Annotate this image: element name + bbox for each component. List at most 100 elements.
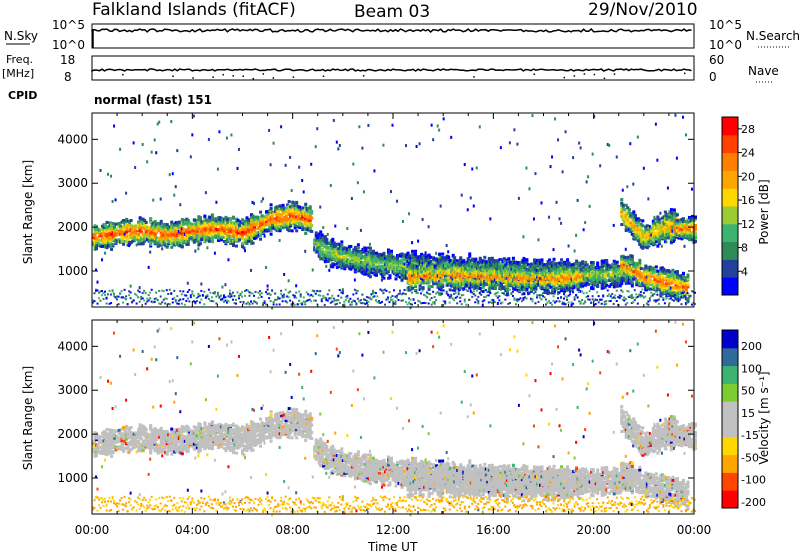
power-cell [162,240,166,244]
power-cell [156,226,160,230]
power-cell [501,301,504,304]
power-cell [447,261,451,265]
power-cell [234,244,238,248]
power-cell [364,258,368,262]
power-cell [137,220,141,224]
power-cell [359,256,363,260]
power-cell [245,233,249,237]
power-cell [298,205,302,209]
power-cell [200,223,204,227]
power-cell [543,263,547,267]
power-cell [560,296,563,299]
power-cell [266,288,269,291]
power-cell [180,231,184,235]
power-cell [386,256,390,260]
power-cell [424,279,428,283]
power-cell [424,263,428,267]
power-cell [380,264,384,268]
power-cell [138,300,141,303]
cpid-label: CPID [8,89,37,102]
power-cell [421,286,425,290]
power-cell [373,268,377,272]
power-cell [549,285,553,289]
power-cell [478,260,482,264]
power-cell [396,199,399,203]
power-cell [314,231,318,235]
nave-dot [322,75,325,78]
power-cell [284,217,288,221]
power-cell [316,127,319,131]
power-cell [489,273,493,277]
power-cell [308,221,312,225]
power-cell [337,263,341,267]
power-cell [560,277,564,281]
power-cell [200,233,204,237]
power-cell [430,262,434,266]
power-cell [188,288,191,291]
power-cell [209,230,213,234]
power-cell [451,297,454,300]
power-cell [233,295,236,298]
power-cell [402,219,405,223]
power-cell [182,298,185,301]
power-cell [439,293,442,296]
power-cell [113,295,116,298]
power-cell [125,230,129,234]
power-cell [141,241,145,245]
power-cell [317,238,321,242]
power-cell [436,261,440,265]
power-cell [469,263,473,267]
power-cell [460,294,463,297]
power-cell [236,220,240,224]
power-cell [177,227,181,231]
power-cell [523,271,527,275]
power-cell [168,225,172,229]
power-cell [367,252,371,256]
power-cell [286,224,290,228]
power-cell [549,264,553,268]
power-cell [451,255,455,259]
power-cell [423,281,427,285]
power-cell [502,277,506,281]
power-cell [356,257,360,261]
power-cell [212,300,215,303]
power-cell [107,241,111,245]
power-cell [531,275,535,279]
power-cell [486,291,489,294]
power-cell [311,295,314,298]
power-cell [207,239,211,243]
power-cell [408,271,412,275]
power-cell [98,242,102,246]
power-cell [117,230,121,234]
power-cell [186,281,189,285]
power-cell [391,298,394,301]
power-cell [269,221,273,225]
power-cell [244,294,247,297]
power-cell [445,292,448,295]
power-cell [439,267,443,271]
power-cell [546,260,550,264]
power-cell [149,291,152,294]
power-cell [98,232,102,236]
power-cell [213,234,217,238]
power-cell [489,271,493,275]
power-cell [361,146,364,150]
power-cell [308,205,312,209]
power-cell [510,270,514,274]
power-cell [411,252,415,256]
power-cell [236,291,239,294]
power-cell [370,263,374,267]
power-cell [558,264,562,268]
power-cell [174,223,178,227]
power-cell [430,266,434,270]
power-cell [402,269,406,273]
power-cell [256,302,259,305]
power-cell [269,300,272,303]
power-cell [114,198,117,202]
power-cell [328,289,331,292]
power-cell [305,222,309,226]
power-cell [408,297,411,300]
nsky-panel: N.Sky 10^5 10^0 10^5 10^0 N.Search [4,18,800,52]
power-cell [102,225,106,229]
power-cell [504,298,507,301]
